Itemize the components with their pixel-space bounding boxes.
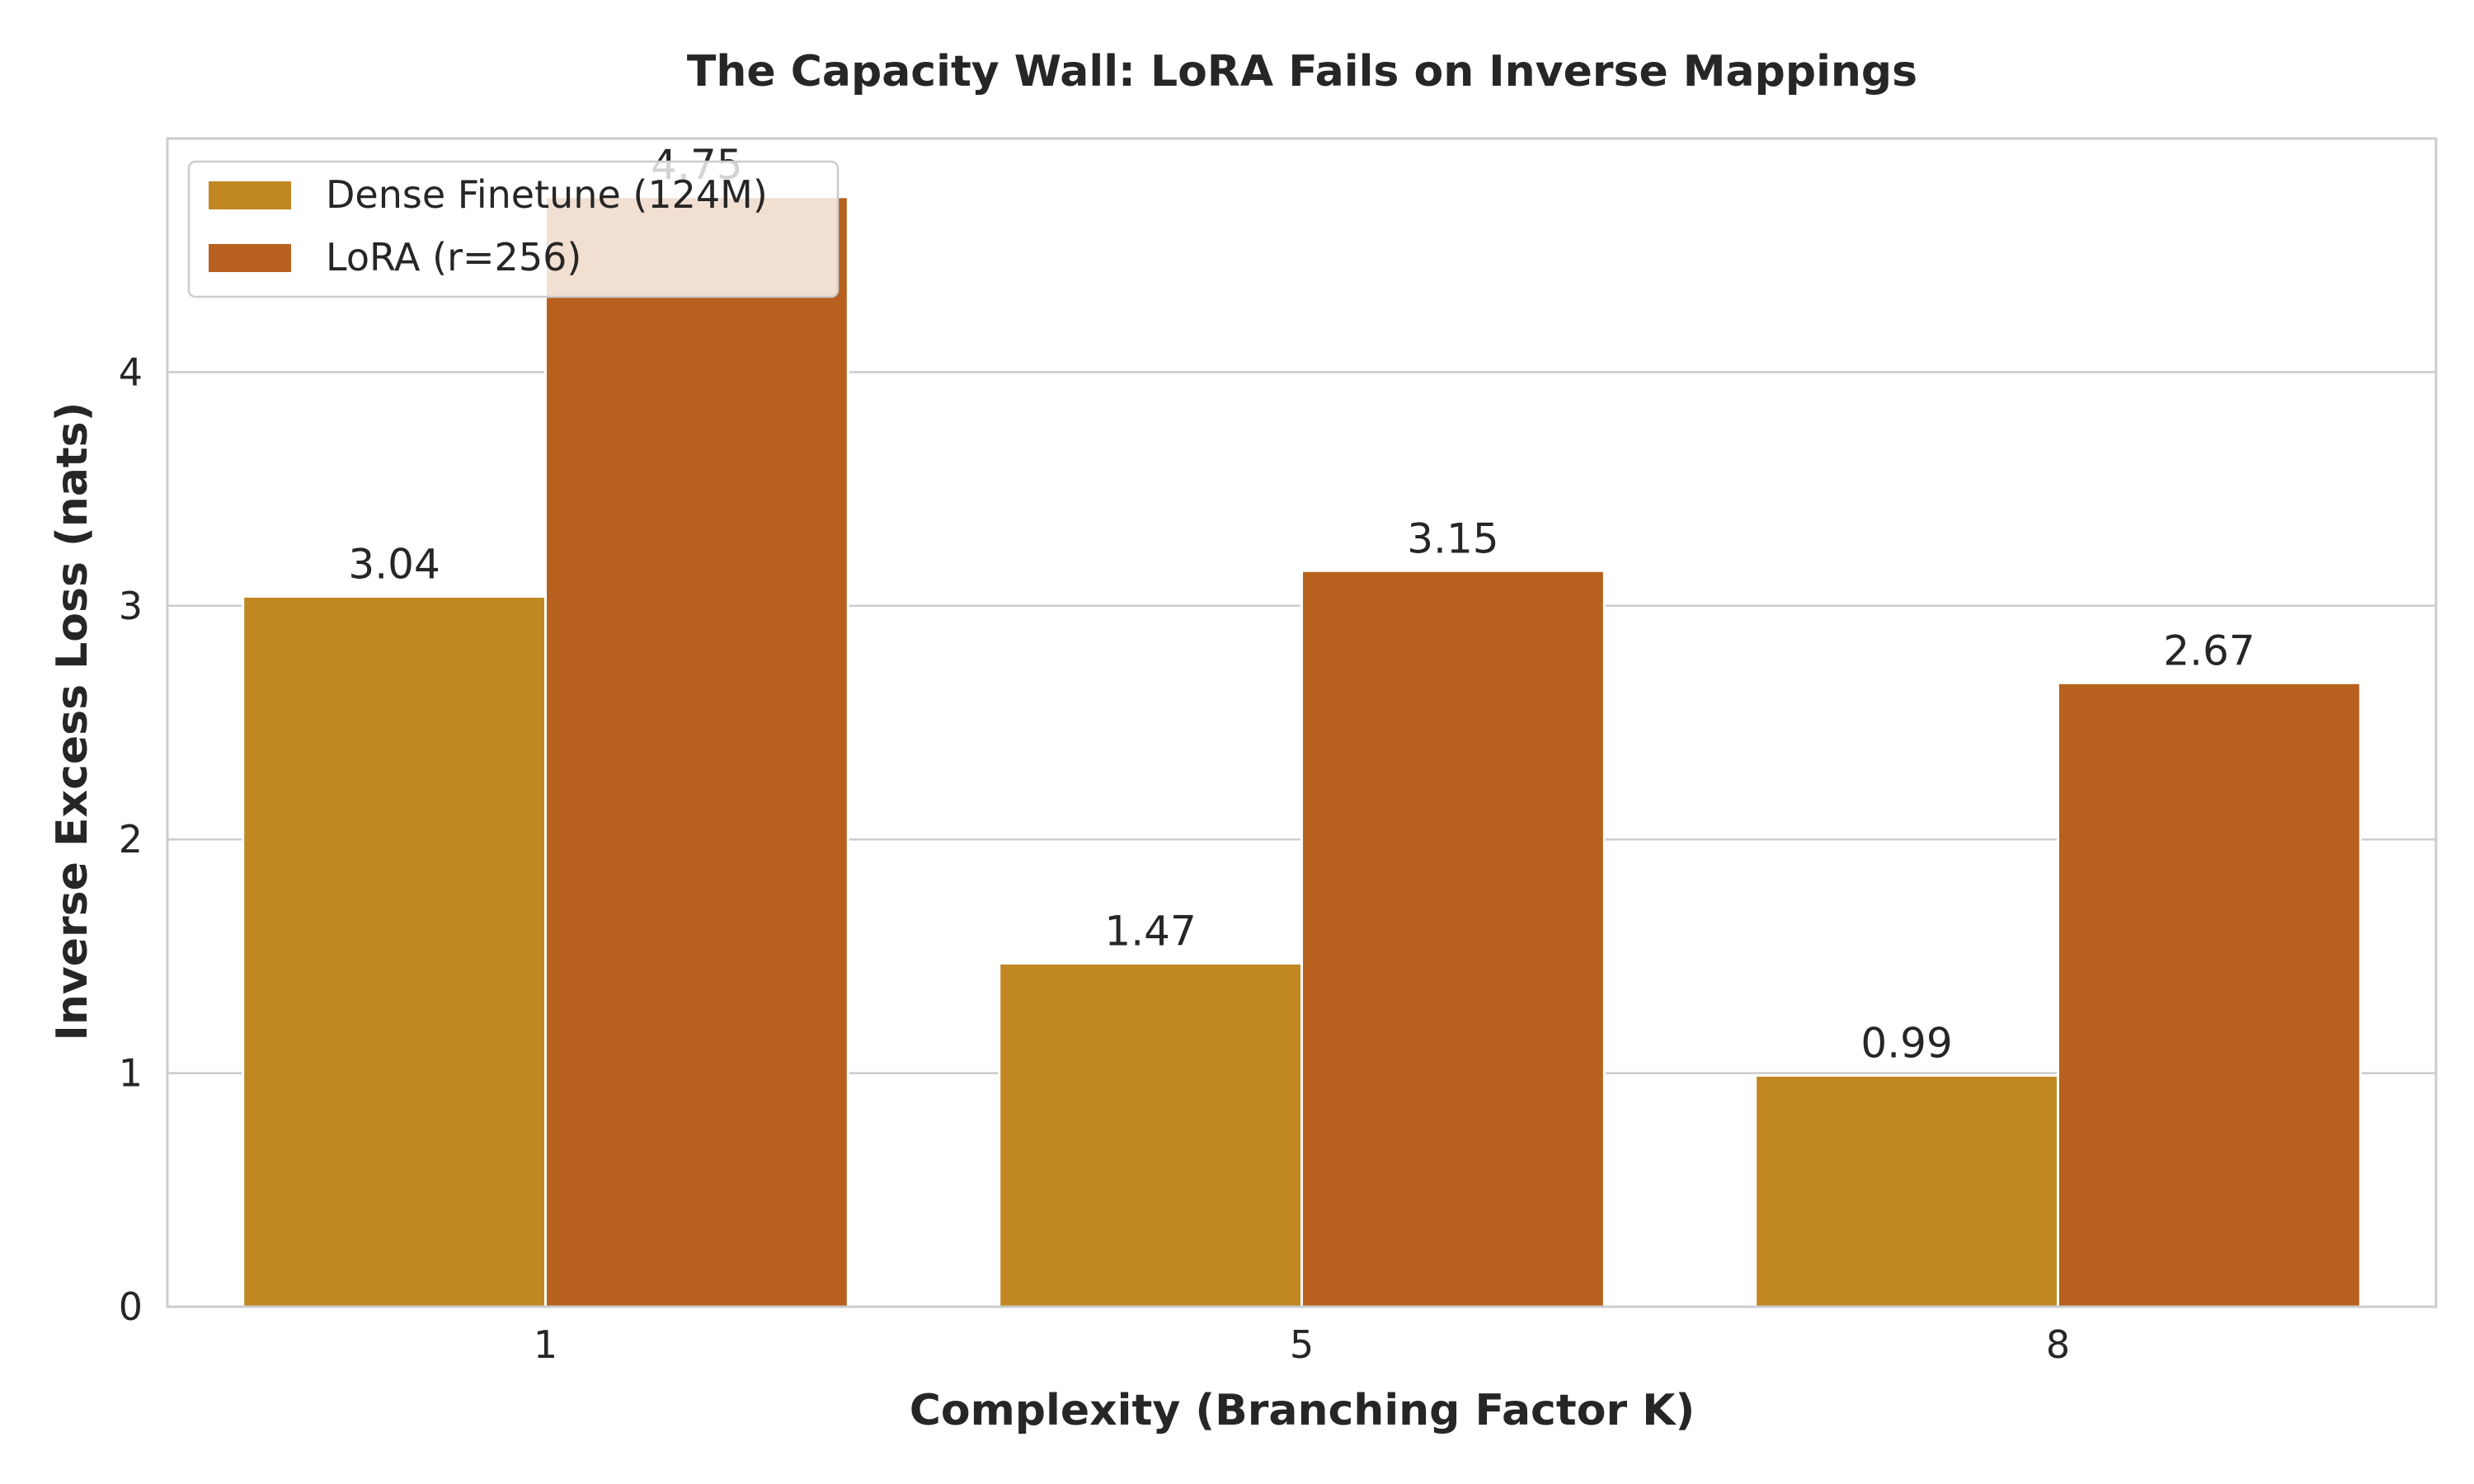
legend: Dense Finetune (124M) LoRA (r=256): [187, 160, 840, 298]
y-axis-label: Inverse Excess Loss (nats): [48, 402, 97, 1041]
data-label: 3.04: [348, 540, 440, 588]
y-tick-label: 4: [119, 350, 143, 394]
bar: [2057, 681, 2362, 1308]
data-label: 2.67: [2163, 627, 2255, 674]
legend-swatch: [209, 181, 291, 209]
bar: [1300, 569, 1606, 1308]
legend-swatch: [209, 244, 291, 272]
x-tick-label: 5: [1290, 1322, 1314, 1367]
bar: [544, 195, 849, 1308]
chart-title: The Capacity Wall: LoRA Fails on Inverse…: [687, 47, 1917, 96]
data-label: 3.15: [1407, 514, 1498, 562]
y-tick-label: 1: [119, 1051, 143, 1096]
legend-label: LoRA (r=256): [326, 235, 581, 279]
legend-label: Dense Finetune (124M): [326, 172, 768, 217]
x-tick-label: 8: [2046, 1322, 2070, 1367]
legend-box: [187, 160, 840, 298]
x-axis-label: Complexity (Branching Factor K): [910, 1386, 1696, 1435]
y-tick-label: 3: [119, 584, 143, 628]
data-label: 1.47: [1104, 907, 1196, 955]
y-tick-label: 0: [119, 1284, 143, 1329]
plot-frame: [166, 137, 2438, 1308]
y-tick-label: 2: [119, 817, 143, 862]
x-tick-label: 1: [534, 1322, 557, 1367]
bar: [1754, 1073, 2059, 1308]
bar: [998, 961, 1303, 1308]
bar: [242, 594, 547, 1308]
data-label: 0.99: [1860, 1019, 1952, 1067]
